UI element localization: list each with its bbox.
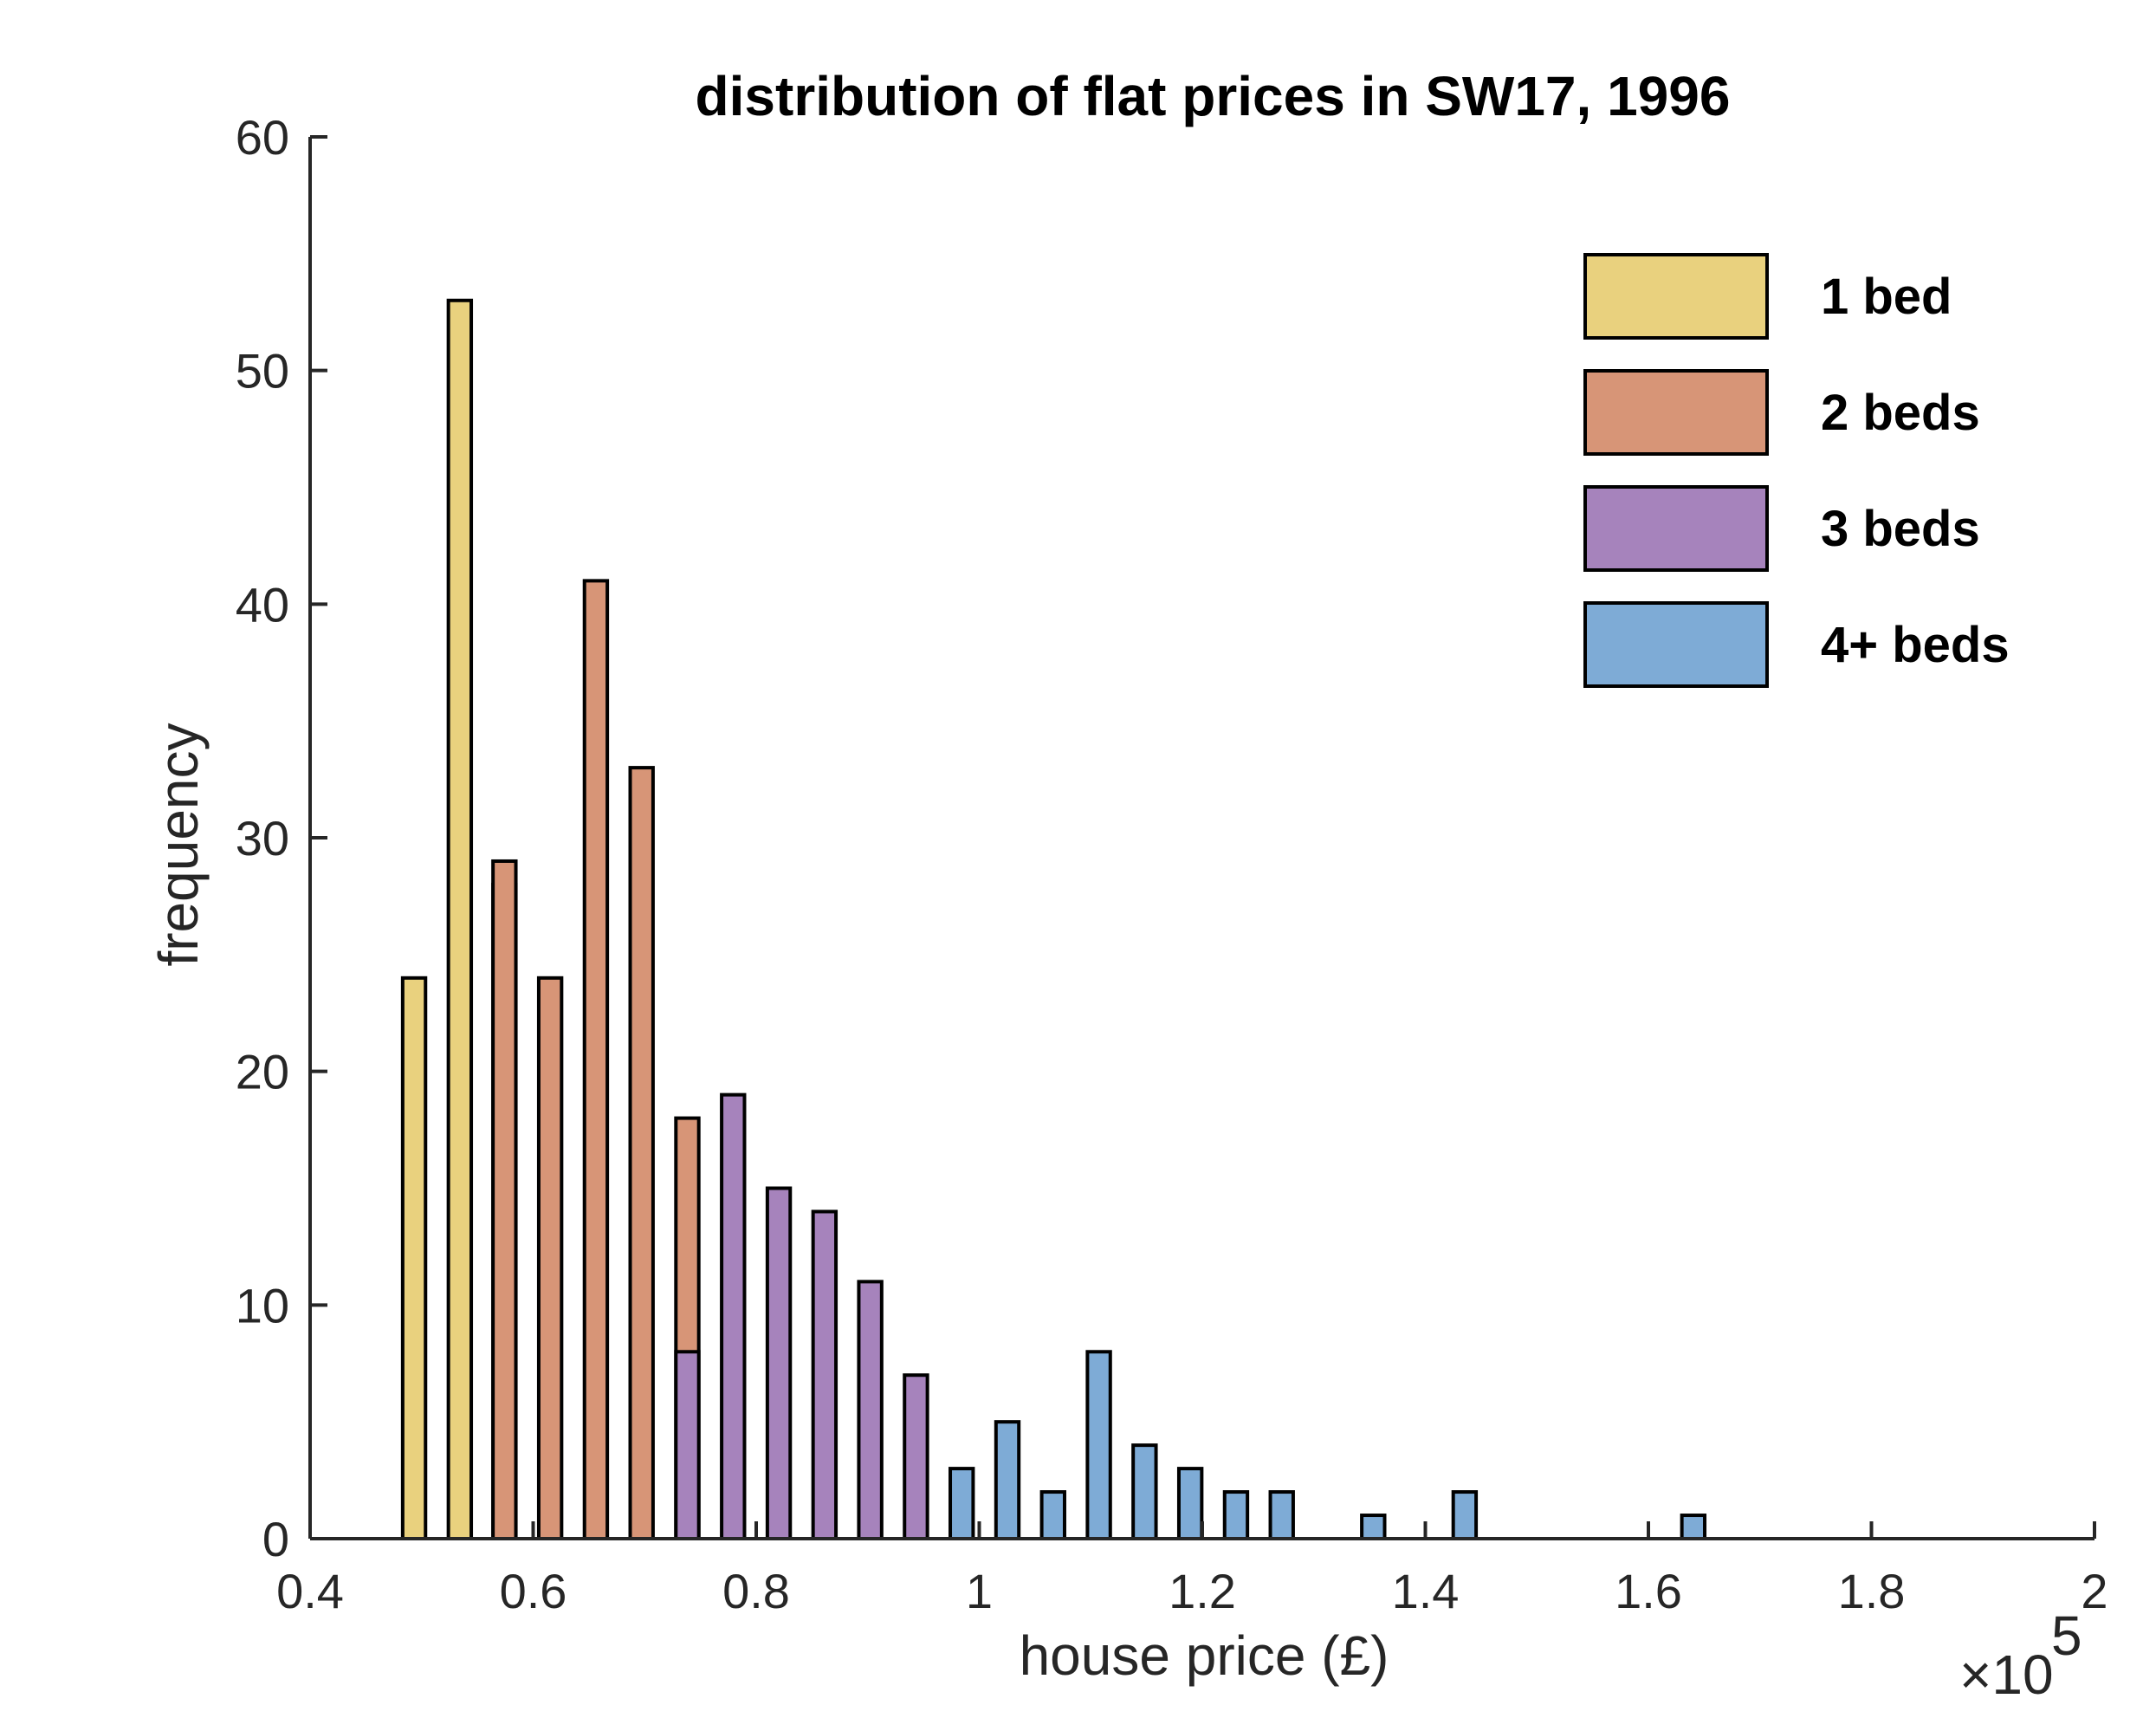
legend: 1 bed 2 beds 3 beds 4+ beds [1583,253,2010,688]
legend-swatch [1583,253,1769,340]
chart-title: distribution of flat prices in SW17, 199… [696,65,1731,127]
bar-3-beds-3 [811,1209,838,1540]
bar-3-beds-0 [674,1350,701,1541]
bar-2-beds-0 [491,859,518,1540]
bar-4-beds-2 [1039,1490,1066,1540]
bar-4-beds-9 [1451,1490,1479,1540]
y-tick-label: 0 [262,1512,289,1566]
x-exponent-base: ×10 [1959,1643,2054,1706]
x-exponent-label: ×10 5 [1959,1605,2082,1706]
legend-item: 3 beds [1583,485,1980,572]
legend-item: 1 bed [1583,253,1952,340]
bar-1-bed-1 [446,298,474,1540]
legend-label: 1 bed [1821,269,1952,325]
bar-4-beds-3 [1085,1350,1112,1541]
bar-2-beds-2 [582,579,610,1540]
x-tick-label: 1 [966,1564,993,1618]
bar-4-beds-8 [1360,1514,1387,1540]
bar-4-beds-1 [994,1420,1021,1540]
x-tick-label: 1.6 [1615,1564,1682,1618]
bar-2-beds-3 [628,766,655,1540]
bar-4-beds-7 [1268,1490,1295,1540]
x-tick-label: 1.4 [1392,1564,1460,1618]
bar-3-beds-4 [857,1280,884,1541]
y-tick-label: 50 [236,344,289,399]
legend-label: 2 beds [1821,385,1980,441]
bar-4-beds-4 [1131,1443,1158,1540]
x-tick-label: 1.8 [1838,1564,1906,1618]
y-tick-label: 20 [236,1045,289,1099]
bar-1-bed-0 [400,976,428,1541]
y-tick-label: 30 [236,811,289,865]
legend-item: 4+ beds [1583,601,2010,688]
bar-3-beds-2 [765,1186,793,1540]
legend-swatch [1583,369,1769,456]
bar-4-beds-10 [1680,1514,1707,1540]
x-axis-label: house price (£) [1020,1624,1389,1687]
x-tick-label: 2 [2081,1564,2107,1618]
legend-label: 4+ beds [1821,617,2010,673]
legend-item: 2 beds [1583,369,1980,456]
bar-4-beds-6 [1222,1490,1250,1540]
x-tick-label: 0.8 [722,1564,790,1618]
bar-2-beds-1 [536,976,564,1541]
legend-label: 3 beds [1821,501,1980,557]
y-tick-label: 10 [236,1278,289,1332]
bar-3-beds-1 [720,1092,747,1540]
legend-swatch [1583,485,1769,572]
y-axis-label: frequency [147,723,210,966]
y-tick-label: 40 [236,577,289,632]
legend-swatch [1583,601,1769,688]
bar-4-beds-0 [949,1467,975,1540]
x-tick-label: 1.2 [1169,1564,1236,1618]
x-exponent-power: 5 [2051,1605,2082,1667]
x-tick-label: 0.4 [276,1564,344,1618]
bar-4-beds-5 [1176,1467,1204,1540]
y-tick-label: 60 [236,110,289,165]
x-tick-label: 0.6 [500,1564,567,1618]
bars-layer [400,298,1707,1541]
bar-3-beds-5 [903,1373,929,1540]
